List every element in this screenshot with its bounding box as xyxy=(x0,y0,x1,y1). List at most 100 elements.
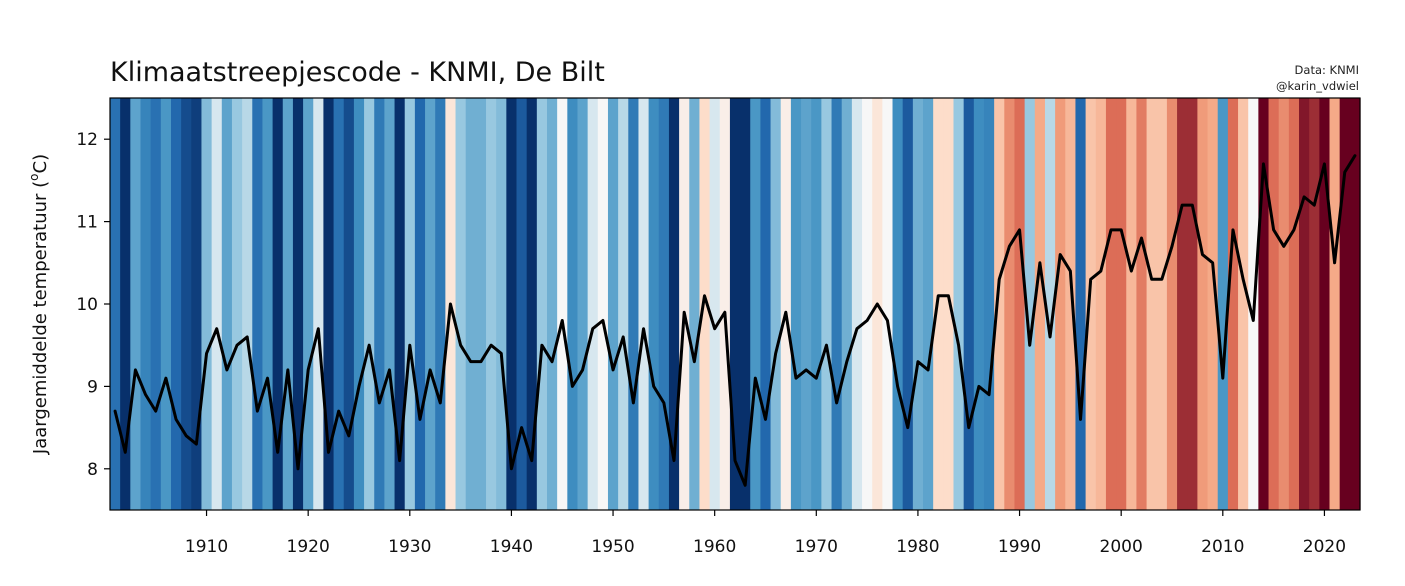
x-tick-label-2010: 2010 xyxy=(1201,537,1244,557)
stripe-1936 xyxy=(465,98,477,510)
stripe-1955 xyxy=(658,98,670,510)
stripe-1996 xyxy=(1075,98,1087,510)
stripe-1929 xyxy=(394,98,406,510)
stripe-2002 xyxy=(1136,98,1148,510)
stripe-1932 xyxy=(425,98,436,510)
stripe-1956 xyxy=(668,98,680,510)
stripe-1995 xyxy=(1065,98,1077,510)
stripe-1906 xyxy=(160,98,172,510)
stripe-1947 xyxy=(577,98,589,510)
stripe-1953 xyxy=(638,98,650,510)
stripe-1966 xyxy=(770,98,782,510)
stripe-1909 xyxy=(191,98,203,510)
stripe-1991 xyxy=(1024,98,1036,510)
stripe-1907 xyxy=(170,98,182,510)
stripe-1958 xyxy=(689,98,701,510)
y-tick-label-12: 12 xyxy=(76,130,98,150)
stripe-1938 xyxy=(486,98,497,510)
stripe-2001 xyxy=(1126,98,1138,510)
y-tick-label-9: 9 xyxy=(87,377,98,397)
stripe-1917 xyxy=(272,98,284,510)
stripe-2012 xyxy=(1238,98,1249,510)
stripe-2005 xyxy=(1166,98,1178,510)
y-axis-label-base: Jaargemiddelde temperatuur ( xyxy=(30,181,51,455)
stripe-2003 xyxy=(1146,98,1158,510)
stripe-1904 xyxy=(140,98,152,510)
stripe-1964 xyxy=(750,98,761,510)
x-tick-label-2020: 2020 xyxy=(1303,537,1346,557)
stripe-1970 xyxy=(811,98,822,510)
stripe-2021 xyxy=(1329,98,1341,510)
stripe-1993 xyxy=(1044,98,1056,510)
stripe-1948 xyxy=(587,98,599,510)
stripe-1921 xyxy=(313,98,325,510)
stripe-1972 xyxy=(831,98,843,510)
stripe-1960 xyxy=(709,98,721,510)
x-tick-label-1930: 1930 xyxy=(388,537,431,557)
stripe-2018 xyxy=(1299,98,1310,510)
stripe-1985 xyxy=(963,98,975,510)
stripe-1997 xyxy=(1085,98,1097,510)
x-tick-label-2000: 2000 xyxy=(1100,537,1143,557)
stripe-1968 xyxy=(790,98,802,510)
stripe-1978 xyxy=(892,98,904,510)
stripe-1928 xyxy=(384,98,396,510)
stripe-1992 xyxy=(1034,98,1046,510)
stripe-2016 xyxy=(1278,98,1290,510)
stripe-1990 xyxy=(1014,98,1026,510)
stripe-2004 xyxy=(1156,98,1168,510)
stripe-1943 xyxy=(536,98,548,510)
stripe-1941 xyxy=(516,98,528,510)
y-axis-label: Jaargemiddelde temperatuur (oC) xyxy=(27,154,51,455)
stripe-1937 xyxy=(475,98,487,510)
stripe-1965 xyxy=(760,98,772,510)
stripe-1910 xyxy=(201,98,213,510)
x-tick-label-1980: 1980 xyxy=(896,537,939,557)
stripe-1922 xyxy=(323,98,335,510)
y-axis-label-degree: o xyxy=(27,173,41,180)
stripe-1944 xyxy=(546,98,558,510)
y-tick-label-11: 11 xyxy=(76,213,98,233)
stripe-1919 xyxy=(292,98,304,510)
x-axis: 1910 1920 1930 1940 1950 1960 1970 1980 1990 2000… xyxy=(185,510,1346,557)
x-tick-label-1990: 1990 xyxy=(998,537,1041,557)
author-credit: @karin_vdwiel xyxy=(1276,79,1359,93)
stripe-1931 xyxy=(414,98,426,510)
stripe-1901 xyxy=(110,98,121,510)
x-tick-label-1970: 1970 xyxy=(795,537,838,557)
stripe-1913 xyxy=(231,98,243,510)
stripe-1975 xyxy=(862,98,873,510)
stripe-1950 xyxy=(607,98,619,510)
stripe-1945 xyxy=(557,98,568,510)
stripe-1967 xyxy=(780,98,792,510)
stripe-1973 xyxy=(841,98,853,510)
temperature-line xyxy=(113,154,1357,487)
stripe-1980 xyxy=(912,98,924,510)
stripe-1989 xyxy=(1004,98,1016,510)
stripe-2010 xyxy=(1217,98,1229,510)
stripe-2022 xyxy=(1339,98,1351,510)
stripe-1902 xyxy=(120,98,131,510)
stripe-1939 xyxy=(496,98,507,510)
stripe-2023 xyxy=(1349,98,1361,510)
stripe-1988 xyxy=(994,98,1005,510)
stripe-1912 xyxy=(221,98,233,510)
y-tick-label-10: 10 xyxy=(76,295,98,315)
stripe-1963 xyxy=(740,98,751,510)
stripe-1987 xyxy=(983,98,995,510)
x-tick-label-1950: 1950 xyxy=(591,537,634,557)
stripe-1933 xyxy=(435,98,446,510)
stripe-1969 xyxy=(801,98,812,510)
stripe-1915 xyxy=(252,98,264,510)
stripe-1949 xyxy=(597,98,609,510)
stripe-1984 xyxy=(953,98,965,510)
stripe-1911 xyxy=(211,98,223,510)
stripe-1940 xyxy=(506,98,518,510)
stripe-1930 xyxy=(404,98,416,510)
stripe-1920 xyxy=(303,98,314,510)
stripe-2008 xyxy=(1197,98,1209,510)
stripe-2000 xyxy=(1116,98,1127,510)
stripe-1981 xyxy=(923,98,934,510)
stripe-2009 xyxy=(1207,98,1219,510)
stripe-1998 xyxy=(1095,98,1107,510)
